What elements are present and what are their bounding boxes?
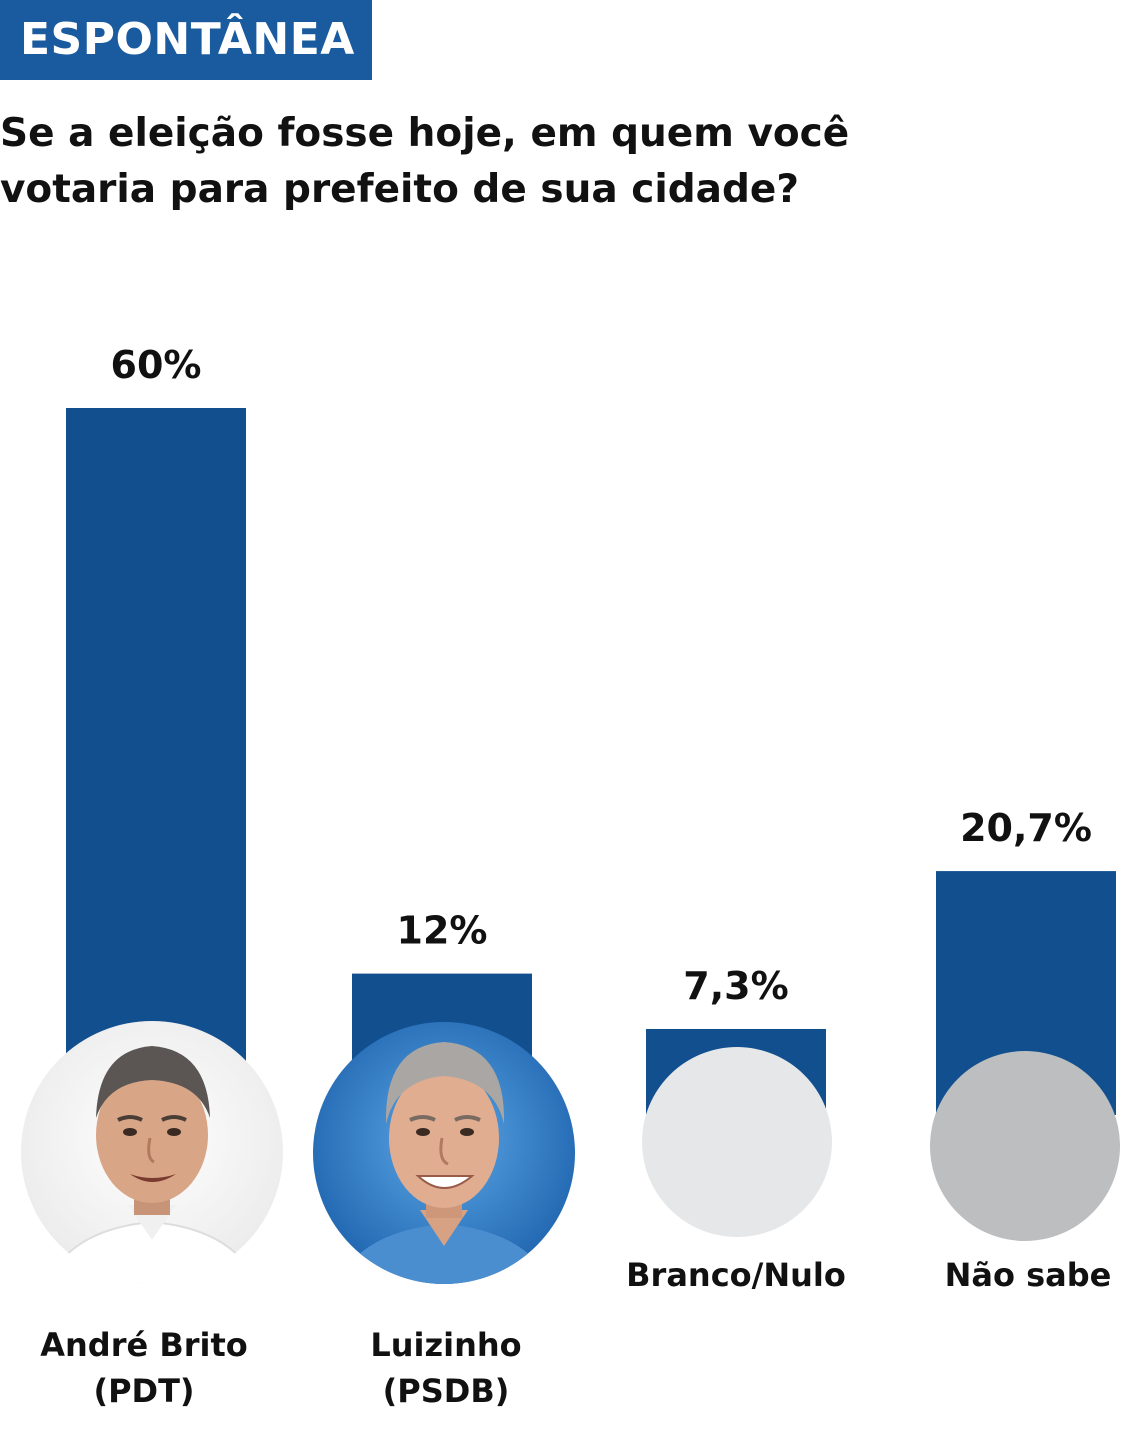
category-label-luizinho: Luizinho (PSDB) — [296, 1322, 596, 1414]
category-label-andre-brito: André Brito (PDT) — [0, 1322, 294, 1414]
andre-brito-photo-icon — [21, 1021, 283, 1283]
question-line-2: votaria para prefeito de sua cidade? — [0, 167, 799, 212]
luizinho-name: Luizinho — [370, 1326, 522, 1364]
nao-sabe-label: Não sabe — [944, 1256, 1112, 1294]
andre-brito-name: André Brito — [40, 1326, 248, 1364]
value-label-andre-brito: 60% — [111, 343, 202, 387]
luizinho-photo-icon — [313, 1022, 575, 1284]
value-label-branco-nulo: 7,3% — [683, 964, 788, 1008]
bar-andre-brito — [66, 408, 246, 1115]
value-label-nao-sabe: 20,7% — [960, 806, 1092, 850]
question-title: Se a eleição fosse hoje, em quem você vo… — [0, 106, 1144, 218]
section-tag: ESPONTÂNEA — [0, 0, 372, 80]
luizinho-party: (PSDB) — [382, 1372, 510, 1410]
category-label-branco-nulo: Branco/Nulo — [586, 1252, 886, 1298]
question-line-1: Se a eleição fosse hoje, em quem você — [0, 111, 850, 156]
nao-sabe-circle-icon — [930, 1051, 1120, 1241]
category-label-nao-sabe: Não sabe — [878, 1252, 1144, 1298]
branco-nulo-label: Branco/Nulo — [626, 1256, 846, 1294]
value-label-luizinho: 12% — [397, 909, 488, 953]
andre-brito-party: (PDT) — [93, 1372, 195, 1410]
branco-nulo-circle-icon — [642, 1047, 832, 1237]
